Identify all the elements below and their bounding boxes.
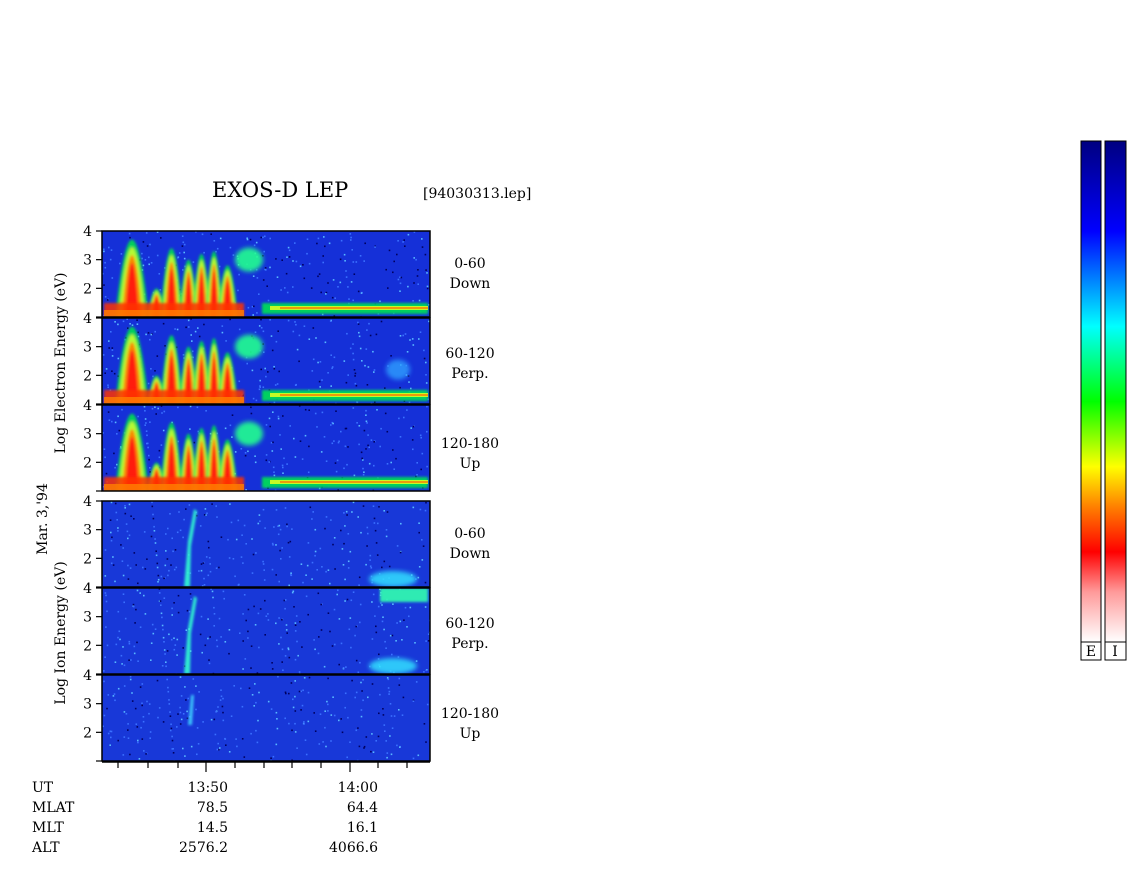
panel-label-2: 60-120 Perp. (430, 344, 510, 384)
colorbar-ion (1104, 140, 1127, 643)
panel-label-4: 0-60 Down (430, 524, 510, 564)
file-label: [94030313.lep] (423, 186, 532, 202)
heatmap-panel (101, 500, 431, 588)
colorbar-label-e: E (1086, 644, 1096, 660)
heatmap-panel (101, 587, 431, 675)
y-tick-label: 3 (83, 697, 92, 713)
chart-title: EXOS-D LEP (212, 178, 349, 202)
y-tick-label: 4 (83, 311, 92, 327)
y-tick-label: 4 (83, 668, 92, 684)
y-tick-label: 2 (83, 368, 92, 384)
y-tick-label: 3 (83, 427, 92, 443)
y-tick-label: 4 (83, 494, 92, 510)
pitch-angle-label: 60-120 (445, 346, 495, 362)
colorbar-electron (1080, 140, 1102, 643)
footer-value: 78.5 (196, 800, 228, 816)
heatmap-panel (101, 674, 431, 762)
footer-value: 13:50 (187, 780, 228, 796)
y-tick-label: 4 (83, 224, 92, 240)
footer-value: 64.4 (346, 800, 378, 816)
footer-label-ut: UT (32, 780, 54, 796)
footer-value: 2576.2 (179, 840, 228, 856)
footer-label-mlat: MLAT (32, 800, 75, 816)
panel-label-1: 0-60 Down (430, 254, 510, 294)
y-tick-label: 2 (83, 281, 92, 297)
panel-label-5: 60-120 Perp. (430, 614, 510, 654)
heatmap-panel (101, 230, 431, 318)
y-tick-label: 3 (83, 610, 92, 626)
heatmap-panel (101, 404, 431, 492)
direction-label: Up (459, 456, 481, 472)
y-tick-label: 2 (83, 455, 92, 471)
y-tick-label: 2 (83, 725, 92, 741)
footer-value: 4066.6 (329, 840, 378, 856)
footer-value: 14.5 (196, 820, 228, 836)
footer-value: 16.1 (346, 820, 378, 836)
y-tick-label: 3 (83, 340, 92, 356)
y-tick-label: 3 (83, 523, 92, 539)
heatmap-panel (101, 317, 431, 405)
y-tick-label: 4 (83, 581, 92, 597)
pitch-angle-label: 0-60 (454, 526, 486, 542)
footer-label-alt: ALT (32, 840, 60, 856)
direction-label: Up (459, 726, 481, 742)
panel-label-3: 120-180 Up (430, 434, 510, 474)
y-tick-label: 2 (83, 551, 92, 567)
y-tick-label: 4 (83, 398, 92, 414)
pitch-angle-label: 120-180 (440, 436, 500, 452)
y-tick-label: 2 (83, 638, 92, 654)
direction-label: Perp. (451, 636, 489, 652)
direction-label: Down (449, 276, 491, 292)
footer-value: 14:00 (337, 780, 378, 796)
y-tick-label: 3 (83, 253, 92, 269)
footer-label-mlt: MLT (32, 820, 64, 836)
pitch-angle-label: 120-180 (440, 706, 500, 722)
pitch-angle-label: 0-60 (454, 256, 486, 272)
panel-label-6: 120-180 Up (430, 704, 510, 744)
direction-label: Perp. (451, 366, 489, 382)
pitch-angle-label: 60-120 (445, 616, 495, 632)
direction-label: Down (449, 546, 491, 562)
colorbar-label-i: I (1112, 644, 1118, 660)
